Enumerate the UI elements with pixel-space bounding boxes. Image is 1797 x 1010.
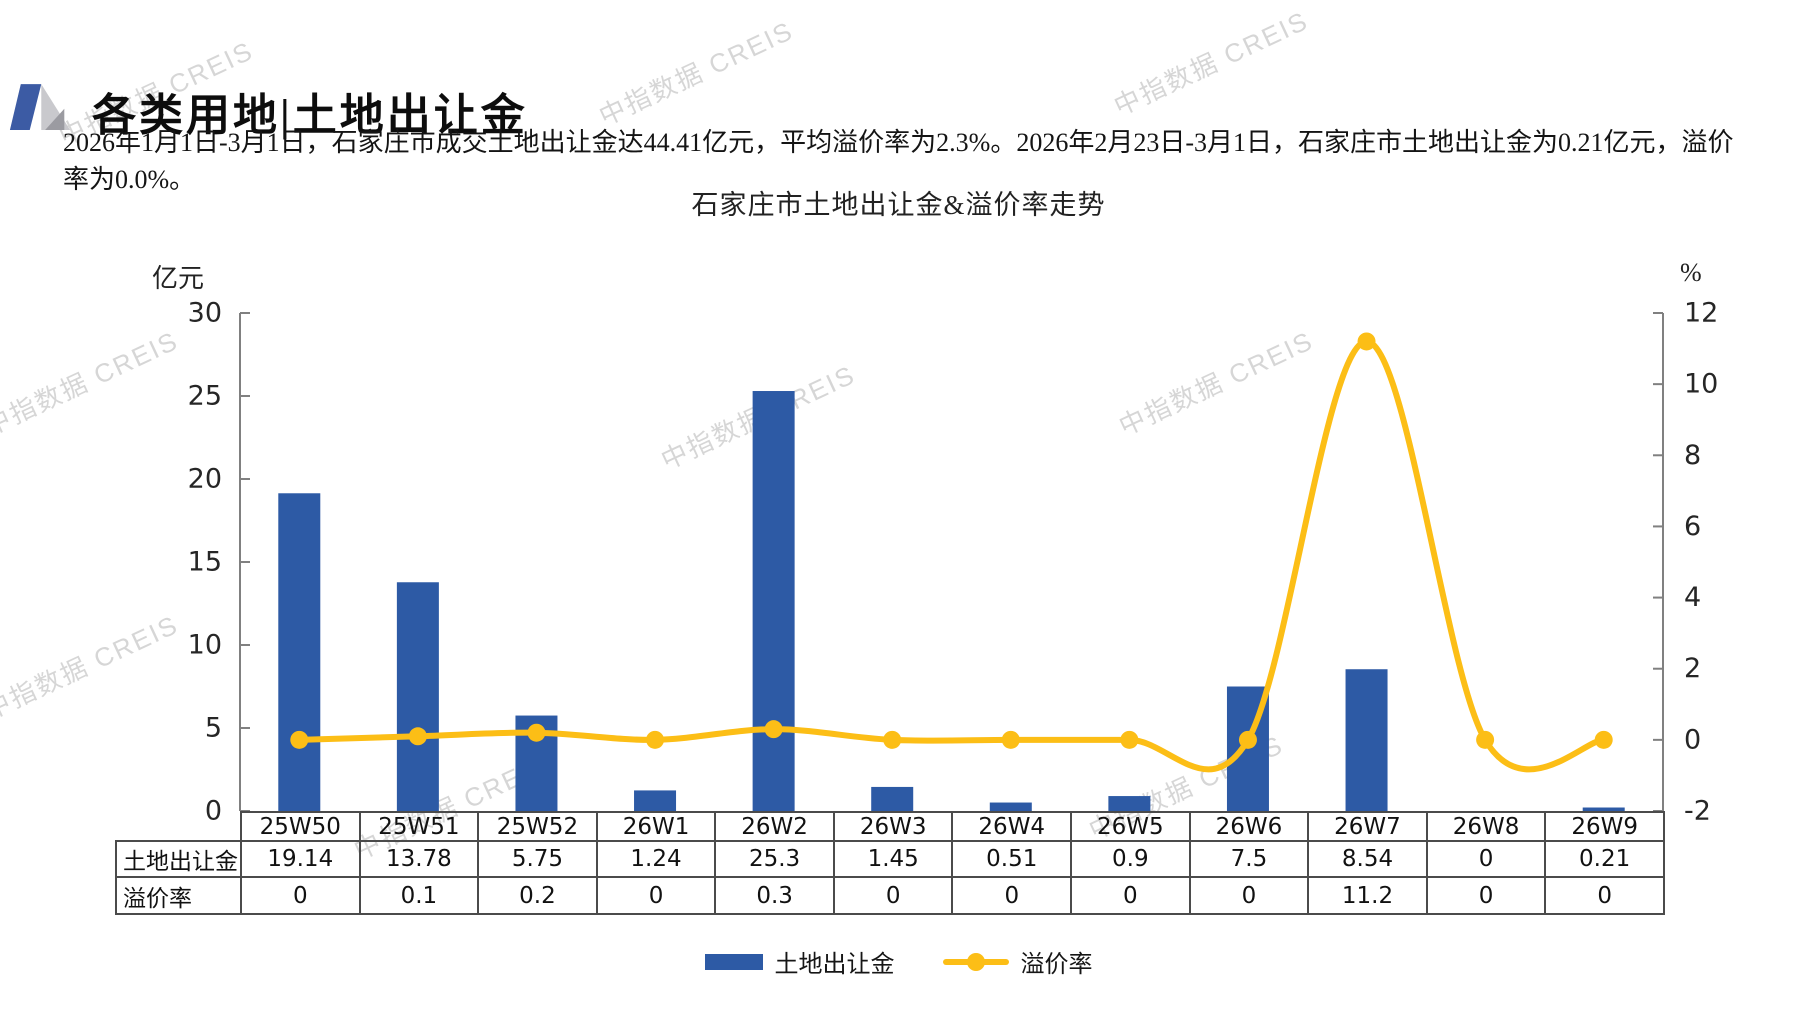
value-cell-25W51-row2: 0.1 [358, 876, 480, 915]
right-axis-tick-label: -2 [1684, 796, 1711, 827]
bar-25W50 [278, 493, 321, 811]
watermark-text: 中指数据 CREIS [656, 359, 860, 476]
category-cell-25W51: 25W51 [358, 811, 480, 842]
value-cell-26W9-row2: 0 [1544, 876, 1665, 915]
watermark-text: 中指数据 CREIS [1114, 325, 1318, 442]
value-cell-26W4-row1: 0.51 [951, 840, 1073, 878]
brand-logo-icon [8, 74, 72, 130]
bar-26W4 [989, 802, 1032, 811]
line-marker-25W50 [290, 730, 309, 749]
right-axis-tick-label: 10 [1684, 369, 1718, 400]
left-axis-tick-label: 15 [188, 547, 222, 578]
value-cell-26W1-row1: 1.24 [595, 840, 717, 878]
line-marker-26W8 [1476, 730, 1495, 749]
value-cell-26W5-row2: 0 [1070, 876, 1191, 915]
value-cell-25W50-row1: 19.14 [240, 840, 361, 878]
line-marker-26W4 [1001, 730, 1020, 749]
table-corner-cell [116, 812, 241, 841]
value-cell-25W52-row2: 0.2 [477, 876, 598, 915]
row-label-premium-rate: 溢价率 [115, 876, 242, 915]
bar-26W1 [634, 790, 677, 811]
right-axis-tick-label: 2 [1684, 653, 1701, 684]
category-cell-26W6: 26W6 [1188, 811, 1310, 842]
left-axis-tick-label: 25 [188, 381, 222, 412]
bar-25W51 [396, 582, 439, 811]
category-cell-26W2: 26W2 [714, 811, 835, 842]
category-cell-26W7: 26W7 [1307, 811, 1428, 842]
category-cell-26W4: 26W4 [951, 811, 1073, 842]
value-cell-26W8-row1: 0 [1425, 840, 1547, 878]
watermark-text: 中指数据 CREIS [1109, 5, 1313, 122]
category-cell-26W9: 26W9 [1544, 811, 1665, 842]
right-axis-tick-label: 4 [1684, 582, 1701, 613]
value-cell-26W2-row1: 25.3 [714, 840, 835, 878]
left-axis-tick-label: 5 [205, 713, 222, 744]
right-axis-unit-label: % [1680, 258, 1702, 287]
right-axis-tick-label: 12 [1684, 298, 1718, 329]
category-cell-25W50: 25W50 [240, 811, 361, 842]
right-axis-tick-label: 6 [1684, 511, 1701, 542]
right-axis-tick-label: 0 [1684, 724, 1701, 755]
line-marker-26W1 [646, 730, 665, 749]
right-axis-tick-label: 8 [1684, 440, 1701, 471]
left-axis-tick-label: 30 [188, 298, 222, 329]
value-cell-26W7-row1: 8.54 [1307, 840, 1428, 878]
category-cell-26W3: 26W3 [832, 811, 954, 842]
value-cell-25W51-row1: 13.78 [358, 840, 480, 878]
legend-bar-swatch [704, 953, 763, 970]
row-label-land-premium-fee: 土地出让金 [115, 840, 242, 878]
legend-line-swatch [942, 952, 1009, 971]
line-marker-26W7 [1357, 332, 1376, 351]
left-axis-unit-label: 亿元 [152, 264, 205, 293]
line-marker-26W9 [1594, 730, 1613, 749]
value-cell-26W6-row1: 7.5 [1188, 840, 1310, 878]
value-cell-26W2-row2: 0.3 [714, 876, 835, 915]
value-cell-26W5-row1: 0.9 [1070, 840, 1191, 878]
data-table: 25W50 25W51 25W52 26W1 26W2 26W3 26W4 26W5 26W6 2… [115, 811, 1665, 915]
line-marker-25W52 [527, 723, 546, 742]
chart-title: 石家庄市土地出让金&溢价率走势 [691, 190, 1106, 220]
value-cell-26W8-row2: 0 [1425, 876, 1547, 915]
value-cell-25W50-row2: 0 [240, 876, 361, 915]
watermark-text: 中指数据 CREIS [0, 325, 183, 442]
bar-26W7 [1345, 669, 1388, 811]
page-title: 各类用地|土地出让金 [92, 91, 528, 141]
watermark-text: 中指数据 CREIS [594, 15, 798, 132]
value-cell-26W3-row2: 0 [832, 876, 954, 915]
line-marker-26W2 [764, 720, 783, 739]
legend-line-label: 溢价率 [1020, 952, 1093, 978]
line-marker-25W51 [408, 727, 427, 746]
left-axis-tick-label: 20 [188, 464, 222, 495]
line-marker-26W5 [1120, 730, 1139, 749]
category-cell-26W8: 26W8 [1425, 811, 1547, 842]
premium-rate-line [296, 338, 1607, 773]
bar-26W3 [871, 786, 914, 811]
left-axis-tick-label: 10 [188, 630, 222, 661]
category-cell-25W52: 25W52 [477, 811, 598, 842]
category-cell-26W5: 26W5 [1070, 811, 1191, 842]
legend-item-land-premium-fee: 土地出让金 [704, 944, 895, 979]
watermark-text: 中指数据 CREIS [0, 609, 183, 726]
value-cell-25W52-row1: 5.75 [477, 840, 598, 878]
bar-26W2 [752, 391, 795, 811]
line-marker-26W3 [883, 730, 902, 749]
category-cell-26W1: 26W1 [595, 811, 717, 842]
value-cell-26W7-row2: 11.2 [1307, 876, 1428, 915]
value-cell-26W3-row1: 1.45 [832, 840, 954, 878]
summary-paragraph: 2026年1月1日-3月1日，石家庄市成交土地出让金达44.41亿元，平均溢价率… [63, 128, 1734, 194]
legend-item-premium-rate: 溢价率 [942, 944, 1093, 979]
value-cell-26W1-row2: 0 [595, 876, 717, 915]
chart-legend: 土地出让金 溢价率 [0, 944, 1797, 979]
legend-bar-label: 土地出让金 [774, 952, 895, 978]
value-cell-26W9-row1: 0.21 [1544, 840, 1665, 878]
value-cell-26W6-row2: 0 [1188, 876, 1310, 915]
value-cell-26W4-row2: 0 [951, 876, 1073, 915]
